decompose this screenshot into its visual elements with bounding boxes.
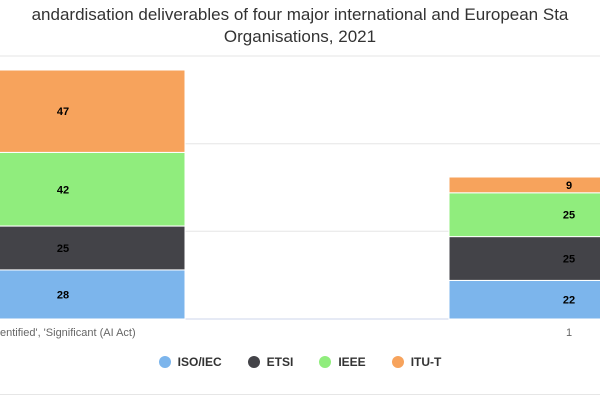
data-label: 25 xyxy=(563,254,575,266)
legend-label-iso-iec: ISO/IEC xyxy=(177,355,222,369)
bar-segment-ieee[interactable] xyxy=(448,192,600,238)
x-tick-label: entified', 'Significant (AI Act) xyxy=(0,327,136,339)
chart-title-line-1: andardisation deliverables of four major… xyxy=(31,5,569,24)
data-label: 28 xyxy=(57,290,69,302)
legend-label-itu-t: ITU-T xyxy=(410,355,442,369)
legend-item-itu-t[interactable]: ITU-T xyxy=(391,355,442,369)
bar-segment-etsi[interactable] xyxy=(0,225,186,271)
data-label: 25 xyxy=(563,210,575,222)
legend-marker-itu-t xyxy=(391,356,404,368)
legend-item-ieee[interactable]: IEEE xyxy=(319,355,366,369)
data-label: 9 xyxy=(566,180,572,192)
legend-label-etsi: ETSI xyxy=(266,355,294,369)
bar-segment-itu-t[interactable] xyxy=(448,176,600,194)
legend-label-ieee: IEEE xyxy=(338,355,366,369)
data-label: 22 xyxy=(563,295,575,307)
chart-title: andardisation deliverables of four major… xyxy=(0,4,600,48)
bar-segment-iso-iec[interactable] xyxy=(0,269,186,320)
legend-item-etsi[interactable]: ETSI xyxy=(247,355,294,369)
legend-marker-iso-iec xyxy=(158,356,171,368)
legend-item-iso-iec[interactable]: ISO/IEC xyxy=(158,355,222,369)
legend-marker-ieee xyxy=(319,356,332,368)
bottom-border xyxy=(0,394,600,395)
legend-marker-etsi xyxy=(247,356,260,368)
bar-segment-etsi[interactable] xyxy=(448,236,600,281)
bar-segment-itu-t[interactable] xyxy=(0,69,186,153)
data-label: 42 xyxy=(57,184,69,196)
bar-segment-ieee[interactable] xyxy=(0,151,186,227)
data-label: 47 xyxy=(57,106,69,118)
data-label: 25 xyxy=(57,243,69,255)
bar-segment-iso-iec[interactable] xyxy=(448,279,600,320)
x-tick-label: 1 xyxy=(566,327,572,339)
legend: ISO/IEC ETSI IEEE ITU-T xyxy=(0,355,600,369)
chart-title-line-2: Organisations, 2021 xyxy=(223,27,377,46)
